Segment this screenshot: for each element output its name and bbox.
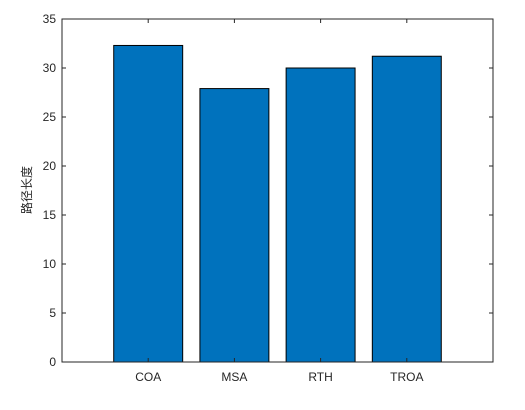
bars-layer <box>113 44 442 363</box>
plot-area-box <box>61 18 494 363</box>
bar-troa <box>371 55 442 363</box>
y-tick-label: 35 <box>43 12 57 26</box>
y-axis: 0 5 10 15 20 25 30 35 <box>43 12 493 369</box>
x-tick-label: COA <box>135 370 161 384</box>
y-tick-label: 5 <box>49 306 56 320</box>
x-axis: COA MSA RTH TROA <box>135 19 423 384</box>
y-axis-label: 路径长度 <box>19 166 34 214</box>
y-tick-label: 10 <box>43 257 57 271</box>
y-tick-label: 15 <box>43 208 57 222</box>
y-tick-label: 20 <box>43 159 57 173</box>
bar-msa <box>199 88 270 363</box>
x-tick-label: RTH <box>308 370 332 384</box>
x-tick-label: TROA <box>390 370 423 384</box>
x-tick-label: MSA <box>221 370 247 384</box>
y-tick-label: 0 <box>49 355 56 369</box>
bar-rth <box>285 67 356 363</box>
y-tick-label: 30 <box>43 61 57 75</box>
y-tick-label: 25 <box>43 110 57 124</box>
bar-coa <box>113 44 184 363</box>
